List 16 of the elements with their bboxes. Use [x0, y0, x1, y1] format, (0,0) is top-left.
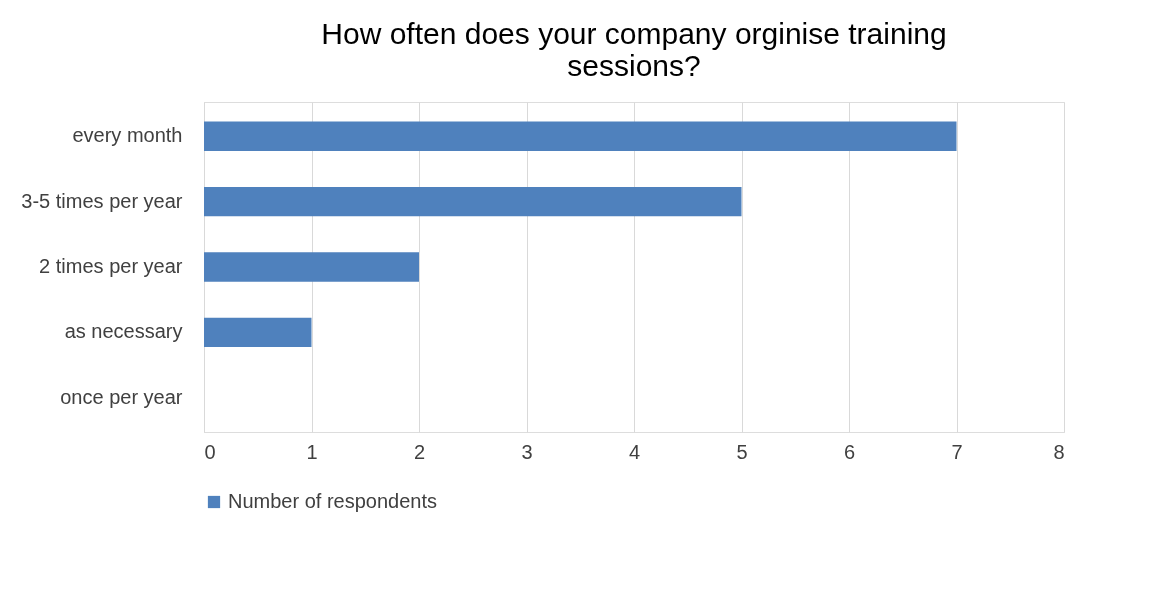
x-tick-label: 1	[306, 440, 318, 463]
x-tick-label: 3	[521, 440, 533, 463]
legend-label: Number of respondents	[228, 490, 438, 512]
x-tick-label: 0	[204, 440, 216, 463]
y-tick-label: 2 times per year	[39, 255, 183, 277]
x-tick-label: 6	[843, 440, 856, 463]
y-tick-label: every month	[72, 124, 183, 147]
x-tick-label: 5	[736, 440, 748, 463]
chart-title: How often does your company orginise training sessions?	[321, 17, 947, 82]
y-tick-label: once per year	[60, 385, 183, 408]
x-tick-label: 7	[951, 440, 963, 463]
x-tick-label: 4	[628, 440, 641, 463]
y-tick-label: as necessary	[64, 320, 183, 343]
x-tick-label: 8	[1053, 440, 1065, 463]
x-tick-label: 2	[413, 440, 426, 463]
y-tick-label: 3-5 times per year	[21, 189, 183, 212]
